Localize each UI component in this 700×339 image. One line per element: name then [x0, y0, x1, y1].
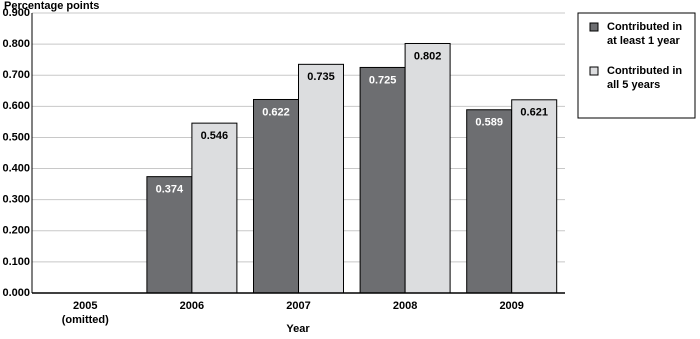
bar — [146, 176, 193, 294]
bar — [298, 63, 344, 294]
x-tick-label: 2009 — [499, 300, 524, 312]
bar — [191, 122, 238, 294]
x-tick-label: 2006 — [179, 300, 205, 312]
bar-value-label: 0.725 — [369, 74, 397, 86]
y-tick-label: 0.200 — [2, 225, 30, 237]
x-tick-label: 2007 — [286, 300, 311, 312]
y-tick-label: 0.400 — [2, 162, 30, 174]
bar-value-label: 0.621 — [520, 107, 548, 119]
bar — [466, 109, 513, 294]
bar-value-label: 0.546 — [201, 130, 229, 142]
bar — [511, 99, 558, 294]
y-tick-label: 0.800 — [2, 38, 30, 50]
bar-value-label: 0.374 — [156, 184, 184, 196]
bar-value-label: 0.802 — [414, 50, 442, 62]
y-axis-label: Percentage points — [4, 0, 99, 12]
legend-label: Contributed in all 5 years — [607, 65, 683, 91]
x-tick-label: 2008 — [392, 300, 418, 312]
bar — [359, 66, 406, 294]
y-tick-label: 0.300 — [2, 194, 30, 206]
y-tick-label: 0.500 — [2, 131, 30, 143]
legend-label: Contributed in at least 1 year — [607, 21, 683, 47]
bar-value-label: 0.589 — [475, 117, 503, 129]
y-tick-label: 0.000 — [2, 287, 30, 299]
y-tick-label: 0.100 — [2, 256, 30, 268]
bar-value-label: 0.622 — [262, 106, 290, 118]
bar — [404, 42, 451, 294]
y-tick-label: 0.600 — [2, 100, 30, 112]
y-tick-label: 0.700 — [2, 69, 30, 81]
bar — [253, 98, 299, 294]
bar-value-label: 0.735 — [307, 71, 335, 83]
x-axis-label: Year — [286, 323, 310, 335]
legend-swatch — [589, 66, 599, 76]
y-tick-label: 0.900 — [2, 7, 30, 19]
x-tick-label: 2005 (omitted) — [61, 300, 109, 326]
legend-swatch — [589, 22, 599, 32]
